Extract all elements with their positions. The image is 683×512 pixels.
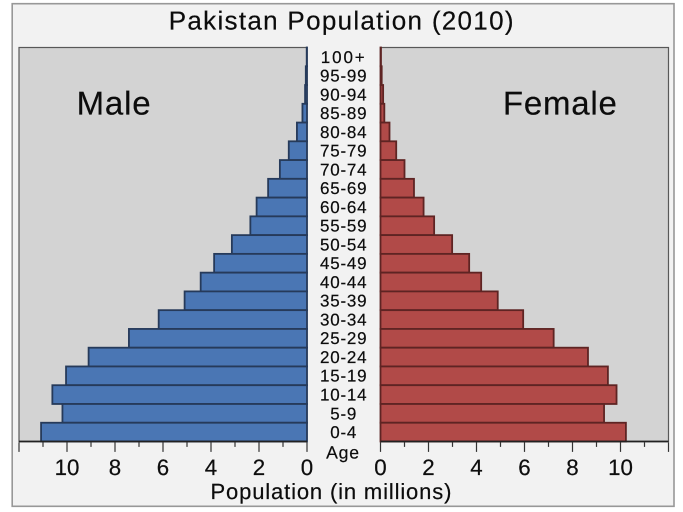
svg-text:35-39: 35-39: [320, 292, 367, 311]
svg-text:6: 6: [518, 455, 530, 480]
svg-text:Age: Age: [326, 443, 360, 463]
svg-text:6: 6: [157, 455, 169, 480]
svg-text:95-99: 95-99: [320, 67, 367, 86]
svg-text:8: 8: [566, 455, 578, 480]
svg-text:Population (in millions): Population (in millions): [211, 479, 453, 504]
svg-text:45-49: 45-49: [320, 254, 367, 273]
svg-text:60-64: 60-64: [320, 198, 367, 217]
svg-text:2: 2: [422, 455, 434, 480]
svg-text:20-24: 20-24: [320, 348, 367, 367]
svg-text:5-9: 5-9: [330, 404, 357, 423]
svg-text:85-89: 85-89: [320, 104, 367, 123]
svg-text:10: 10: [55, 455, 80, 480]
svg-text:Female: Female: [503, 85, 618, 122]
svg-text:0: 0: [374, 455, 386, 480]
svg-text:25-29: 25-29: [320, 329, 367, 348]
svg-text:80-84: 80-84: [320, 123, 367, 142]
svg-text:70-74: 70-74: [320, 160, 367, 179]
svg-text:0: 0: [301, 455, 313, 480]
svg-text:40-44: 40-44: [320, 273, 367, 292]
svg-text:10-14: 10-14: [320, 386, 367, 405]
svg-text:2: 2: [253, 455, 265, 480]
svg-text:30-34: 30-34: [320, 310, 367, 329]
svg-text:50-54: 50-54: [320, 235, 367, 254]
svg-text:100+: 100+: [321, 48, 367, 67]
svg-text:8: 8: [109, 455, 121, 480]
svg-text:Male: Male: [77, 85, 152, 122]
svg-text:4: 4: [470, 455, 482, 480]
svg-text:15-19: 15-19: [320, 367, 367, 386]
svg-text:10: 10: [608, 455, 633, 480]
svg-text:4: 4: [205, 455, 217, 480]
svg-text:Pakistan Population (2010): Pakistan Population (2010): [169, 5, 515, 35]
svg-text:90-94: 90-94: [320, 85, 367, 104]
svg-text:0-4: 0-4: [330, 423, 357, 442]
svg-text:65-69: 65-69: [320, 179, 367, 198]
svg-text:75-79: 75-79: [320, 142, 367, 161]
svg-text:55-59: 55-59: [320, 217, 367, 236]
